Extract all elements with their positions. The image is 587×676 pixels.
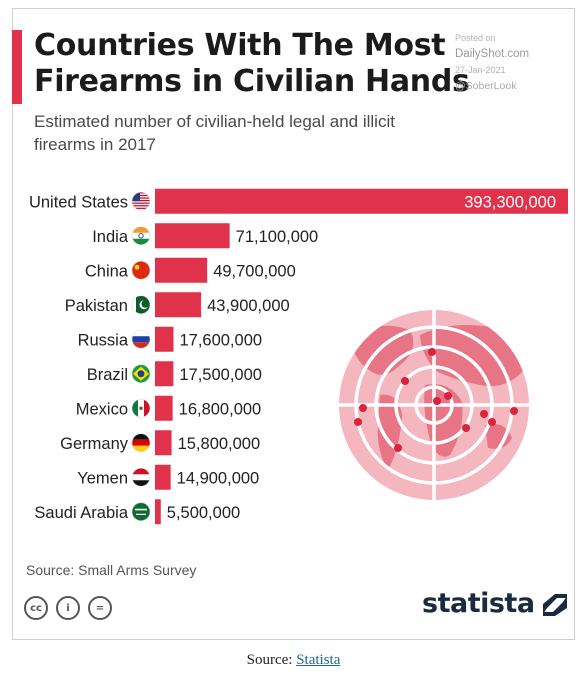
value-label: 393,300,000 bbox=[464, 193, 556, 211]
caption-source-link[interactable]: Statista bbox=[296, 652, 341, 668]
bar bbox=[155, 223, 230, 249]
value-label: 49,700,000 bbox=[213, 262, 296, 280]
india-flag-icon bbox=[131, 226, 151, 246]
category-label: Brazil bbox=[87, 366, 128, 384]
pakistan-flag-icon bbox=[131, 295, 151, 315]
watermark-handle: @SoberLook bbox=[455, 80, 517, 92]
watermark-posted: Posted on bbox=[455, 33, 496, 43]
value-label: 17,600,000 bbox=[179, 331, 262, 349]
world-target-illustration bbox=[339, 310, 529, 500]
no-derivatives-icon: = bbox=[88, 596, 112, 620]
figure-caption: Source: Statista bbox=[0, 652, 587, 669]
germany-flag-icon bbox=[131, 433, 151, 453]
category-label: Yemen bbox=[77, 469, 128, 487]
bar bbox=[155, 326, 174, 352]
bar bbox=[155, 395, 173, 421]
us-flag-icon bbox=[131, 191, 151, 211]
bar bbox=[155, 188, 568, 214]
bar bbox=[155, 430, 172, 456]
value-label: 43,900,000 bbox=[207, 297, 290, 315]
yemen-flag-icon bbox=[131, 467, 151, 487]
cc-icon: cc bbox=[24, 596, 48, 620]
chart-title: Countries With The Most Firearms in Civi… bbox=[34, 28, 470, 99]
value-label: 14,900,000 bbox=[177, 469, 260, 487]
caption-prefix: Source: bbox=[246, 652, 297, 668]
value-label: 71,100,000 bbox=[236, 228, 319, 246]
value-label: 16,800,000 bbox=[179, 400, 262, 418]
statista-logo: statista bbox=[422, 588, 569, 619]
bar bbox=[155, 464, 171, 490]
value-label: 17,500,000 bbox=[179, 366, 262, 384]
china-flag-icon bbox=[131, 260, 151, 280]
bar bbox=[155, 257, 208, 283]
watermark-date: 27-Jan-2021 bbox=[455, 65, 506, 75]
source-text: Source: Small Arms Survey bbox=[26, 562, 197, 578]
russia-flag-icon bbox=[131, 329, 151, 349]
attribution-icon: i bbox=[56, 596, 80, 620]
category-label: Pakistan bbox=[65, 297, 128, 315]
category-label: India bbox=[92, 228, 129, 246]
category-label: Russia bbox=[78, 331, 129, 349]
bar bbox=[155, 292, 202, 318]
saudi-arabia-flag-icon bbox=[131, 502, 151, 522]
watermark-site: DailyShot.com bbox=[455, 48, 530, 60]
license-icons: cc i = bbox=[24, 596, 112, 620]
title-accent-bar bbox=[12, 30, 22, 104]
bar bbox=[155, 361, 174, 387]
statista-wordmark: statista bbox=[422, 588, 535, 619]
statista-mark-icon bbox=[542, 593, 567, 616]
brazil-flag-icon bbox=[131, 364, 151, 384]
category-label: China bbox=[85, 262, 129, 280]
watermark: Posted on DailyShot.com 27-Jan-2021 @Sob… bbox=[455, 30, 565, 94]
bar bbox=[155, 499, 161, 525]
chart-subtitle: Estimated number of civilian-held legal … bbox=[34, 112, 395, 154]
category-label: Saudi Arabia bbox=[34, 504, 128, 522]
category-label: United States bbox=[29, 193, 128, 211]
mexico-flag-icon bbox=[131, 398, 151, 418]
category-label: Germany bbox=[60, 435, 129, 453]
category-label: Mexico bbox=[76, 400, 128, 418]
value-label: 15,800,000 bbox=[178, 435, 261, 453]
value-label: 5,500,000 bbox=[167, 504, 240, 522]
